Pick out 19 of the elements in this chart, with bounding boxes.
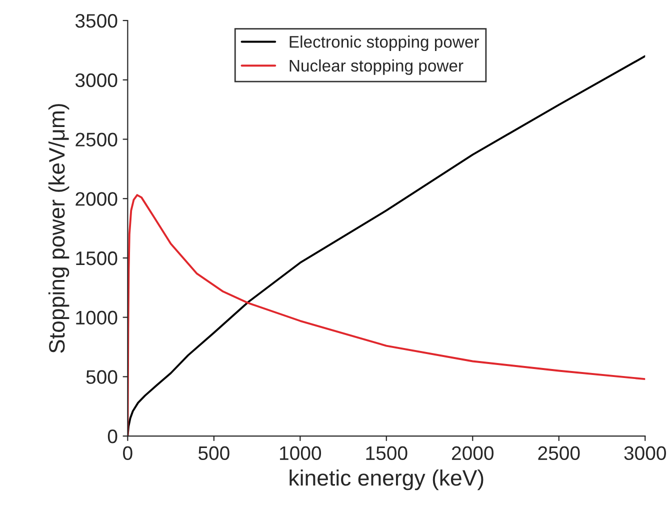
x-tick-label: 3000: [624, 446, 666, 460]
legend-label: Nuclear stopping power: [290, 59, 464, 75]
y-tick-label: 2500: [76, 132, 118, 146]
y-tick-label: 3500: [75, 14, 118, 28]
x-tick-label: 2500: [538, 446, 580, 460]
y-tick-label: 3000: [75, 73, 118, 88]
y-axis-title: Stopping power (keV/μm): [48, 104, 70, 353]
y-tick-label: 500: [86, 370, 118, 384]
y-tick-label: 1000: [76, 310, 118, 325]
x-tick-label: 500: [198, 446, 230, 460]
x-tick-label: 2000: [452, 446, 494, 460]
legend-label: Electronic stopping power: [290, 36, 480, 52]
y-tick-label: 0: [108, 430, 118, 444]
y-tick-label: 2000: [76, 192, 118, 206]
y-tick-label: 1500: [76, 251, 118, 266]
x-tick-label: 1000: [280, 446, 322, 460]
x-tick-label: 0: [123, 446, 132, 460]
x-tick-label: 1500: [366, 446, 408, 460]
x-axis-title: kinetic energy (keV): [290, 469, 484, 490]
